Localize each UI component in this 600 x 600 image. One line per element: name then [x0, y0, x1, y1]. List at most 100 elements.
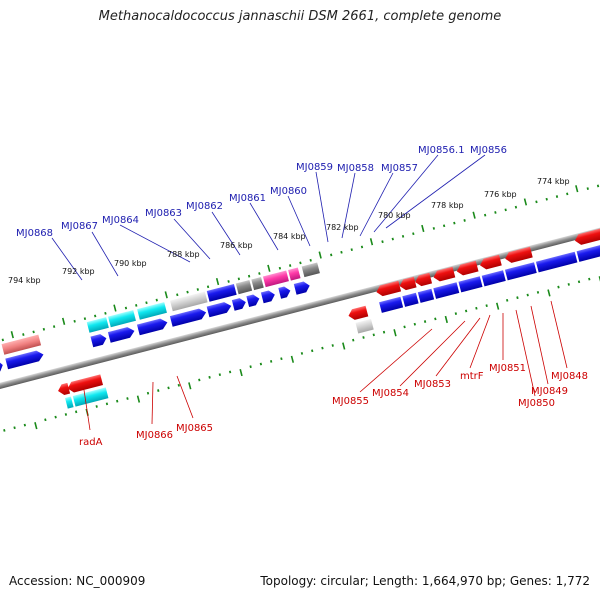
gene-label: MJ0861 [229, 193, 266, 204]
scale-label: 788 kbp [167, 250, 200, 259]
gene-arrow [246, 294, 260, 307]
scale-minor-tick [372, 333, 375, 337]
scale-minor-tick [237, 277, 241, 281]
scale-minor-tick [247, 274, 251, 278]
scale-major-tick [34, 422, 38, 430]
gene-label: MJ0855 [332, 396, 369, 407]
genome-backbone [0, 179, 600, 436]
scale-minor-tick [362, 336, 365, 339]
scale-major-tick [342, 342, 346, 350]
gene-arrow [136, 318, 168, 336]
gene-arrow [107, 327, 135, 343]
gene-box [402, 292, 419, 307]
gene-box [1, 334, 42, 355]
gene-arrow [0, 360, 3, 373]
gene-arrow [169, 308, 207, 327]
scale-minor-tick [299, 261, 302, 265]
scale-minor-tick [545, 197, 548, 201]
genome-strip [0, 179, 600, 436]
scale-minor-tick [331, 344, 334, 347]
scale-minor-tick [475, 306, 478, 310]
scale-major-tick [369, 238, 374, 246]
scale-minor-tick [412, 232, 415, 236]
scale-minor-tick [596, 184, 600, 188]
scale-minor-tick [280, 357, 283, 361]
scale-minor-tick [105, 402, 109, 406]
scale-major-tick [113, 304, 117, 312]
gene-arrow [574, 225, 600, 245]
scale-minor-tick [157, 389, 160, 392]
scale-minor-tick [258, 272, 261, 275]
gene-box [535, 251, 578, 273]
gene-arrow [293, 281, 310, 295]
gene-arrow [433, 266, 456, 282]
scale-label: 776 kbp [484, 190, 517, 199]
scale-minor-tick [126, 397, 129, 400]
scale-minor-tick [74, 410, 78, 414]
scale-minor-tick [311, 349, 314, 353]
gene-arrow [206, 302, 232, 318]
bottom-feature-row-2 [65, 318, 374, 409]
scale-minor-tick [453, 221, 456, 225]
scale-minor-tick [577, 280, 581, 284]
gene-arrow [480, 254, 502, 270]
gene-label: MJ0857 [381, 163, 418, 174]
scale-minor-tick [196, 288, 199, 291]
scale-minor-tick [208, 375, 211, 379]
gene-label: MJ0859 [296, 162, 333, 173]
scale-minor-tick [514, 205, 518, 209]
scale-label: 794 kbp [8, 276, 41, 285]
scale-label: 792 kbp [62, 267, 95, 276]
scale-minor-tick [413, 322, 416, 326]
gene-box [86, 317, 109, 333]
topology-text: Topology: circular; Length: 1,664,970 bp… [260, 574, 590, 588]
gene-label: MJ0858 [337, 163, 374, 174]
scale-major-tick [215, 277, 220, 286]
scale-minor-tick [432, 227, 436, 230]
top-feature-row-1 [1, 262, 320, 355]
scale-minor-tick [259, 362, 263, 366]
scale-minor-tick [555, 195, 559, 198]
scale-minor-tick [566, 192, 569, 196]
gene-box [504, 262, 537, 281]
scale-minor-tick [249, 365, 252, 369]
scale-major-tick [239, 368, 243, 377]
gene-label: MJ0867 [61, 221, 98, 232]
gene-box [379, 296, 404, 313]
scale-minor-tick [288, 264, 292, 267]
scale-major-tick [472, 211, 476, 219]
scale-major-tick [164, 291, 168, 299]
gene-label: MJ0851 [489, 363, 526, 374]
scale-minor-tick [504, 208, 507, 212]
scale-minor-tick [340, 250, 343, 254]
gene-label: MJ0863 [145, 208, 182, 219]
gene-box [576, 241, 600, 262]
scale-major-tick [523, 198, 528, 206]
scale-minor-tick [269, 359, 273, 363]
scale-minor-tick [22, 333, 25, 336]
scale-minor-tick [177, 383, 180, 387]
scale-minor-tick [176, 293, 179, 297]
scale-minor-tick [567, 283, 570, 286]
scale-minor-tick [557, 285, 560, 289]
scale-minor-tick [73, 319, 76, 323]
gene-arrow [231, 298, 246, 311]
gene-box [206, 284, 237, 302]
scale-major-tick [393, 329, 397, 337]
scale-label: 786 kbp [220, 241, 253, 250]
scale-minor-tick [381, 240, 384, 244]
scale-label: 774 kbp [537, 177, 570, 186]
gene-arrow [58, 382, 71, 396]
gene-arrow [505, 246, 533, 263]
scale-minor-tick [146, 391, 150, 395]
gene-arrow [415, 272, 433, 287]
scale-label: 790 kbp [114, 259, 147, 268]
scale-minor-tick [1, 338, 4, 342]
scale-minor-tick [83, 317, 87, 321]
scale-minor-tick [186, 290, 189, 294]
scale-minor-tick [391, 237, 394, 241]
gene-box [301, 262, 320, 278]
gene-label: MJ0850 [518, 398, 555, 409]
scale-minor-tick [32, 330, 35, 334]
gene-arrow [456, 260, 479, 276]
